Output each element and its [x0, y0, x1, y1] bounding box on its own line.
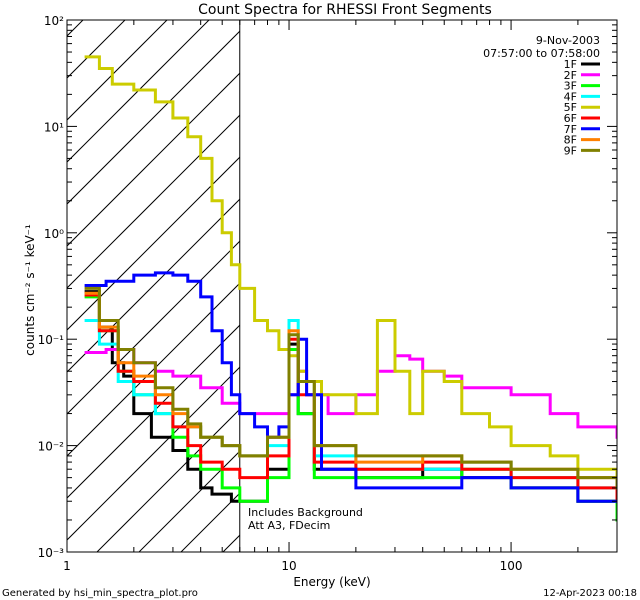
legend-label-6F: 6F: [564, 112, 577, 125]
annotation-background: Includes Background: [248, 506, 363, 519]
x-tick-labels: 1 10 100: [63, 559, 522, 573]
series-4F: [84, 319, 617, 503]
legend-label-7F: 7F: [564, 123, 577, 136]
hatch-line: [67, 282, 240, 457]
x-axis-label: Energy (keV): [293, 575, 370, 589]
x-tick-label: 10: [281, 559, 296, 573]
plot-frame: [66, 19, 618, 553]
legend-label-4F: 4F: [564, 90, 577, 103]
y-tick-label: 10⁻¹: [38, 333, 65, 347]
y-tick-label: 10⁻³: [38, 546, 65, 560]
legend-label-1F: 1F: [564, 58, 577, 71]
axis-ticks: [66, 19, 618, 553]
hatch-line: [67, 72, 240, 247]
hatch-line: [67, 20, 84, 37]
hatch-line: [67, 20, 168, 121]
series-8F: [84, 291, 617, 490]
series-layer: [84, 55, 617, 522]
time-range-label: 07:57:00 to 07:58:00: [483, 47, 600, 60]
annotation-attenuator: Att A3, FDecim: [248, 519, 330, 532]
hatch-line: [67, 20, 210, 163]
y-axis-label: counts cm⁻² s⁻¹ keV⁻¹: [23, 224, 37, 356]
legend-label-3F: 3F: [564, 80, 577, 93]
hatch-line: [67, 114, 240, 289]
hatch-line: [265, 20, 640, 552]
hatch-line: [67, 30, 240, 205]
footer-timestamp: 12-Apr-2023 00:18: [543, 588, 637, 599]
date-label: 9-Nov-2003: [536, 34, 600, 47]
series-7F: [84, 271, 617, 503]
hatch-line: [349, 20, 640, 552]
legend-label-5F: 5F: [564, 101, 577, 114]
hatch-line: [67, 324, 240, 499]
y-tick-label: 10¹: [44, 120, 64, 134]
hatch-line: [67, 240, 240, 415]
y-tick-label: 10²: [44, 14, 64, 28]
legend-label-8F: 8F: [564, 134, 577, 147]
series-2F: [84, 348, 617, 439]
chart-title: Count Spectra for RHESSI Front Segments: [198, 2, 492, 18]
y-tick-label: 10⁻²: [38, 440, 65, 454]
hatch-line: [475, 20, 640, 552]
hatch-line: [601, 20, 640, 552]
footer-generated-by: Generated by hsi_min_spectra_plot.pro: [2, 588, 198, 599]
hatch-line: [67, 156, 240, 331]
series-9F: [84, 286, 617, 490]
legend-label-9F: 9F: [564, 144, 577, 157]
x-tick-label: 100: [500, 559, 523, 573]
x-tick-label: 1: [63, 559, 71, 573]
hatch-line: [96, 408, 240, 552]
y-tick-labels: 10⁻³ 10⁻² 10⁻¹ 10⁰ 10¹ 10²: [38, 14, 65, 560]
hatch-line: [433, 20, 640, 552]
hatch-line: [391, 20, 640, 552]
legend-label-2F: 2F: [564, 69, 577, 82]
series-6F: [84, 293, 617, 503]
hatch-line: [67, 198, 240, 373]
y-tick-label: 10⁰: [44, 227, 64, 241]
attenuator-hatch-region: [67, 20, 640, 552]
hatch-line: [138, 450, 240, 552]
hatch-line: [67, 366, 240, 541]
